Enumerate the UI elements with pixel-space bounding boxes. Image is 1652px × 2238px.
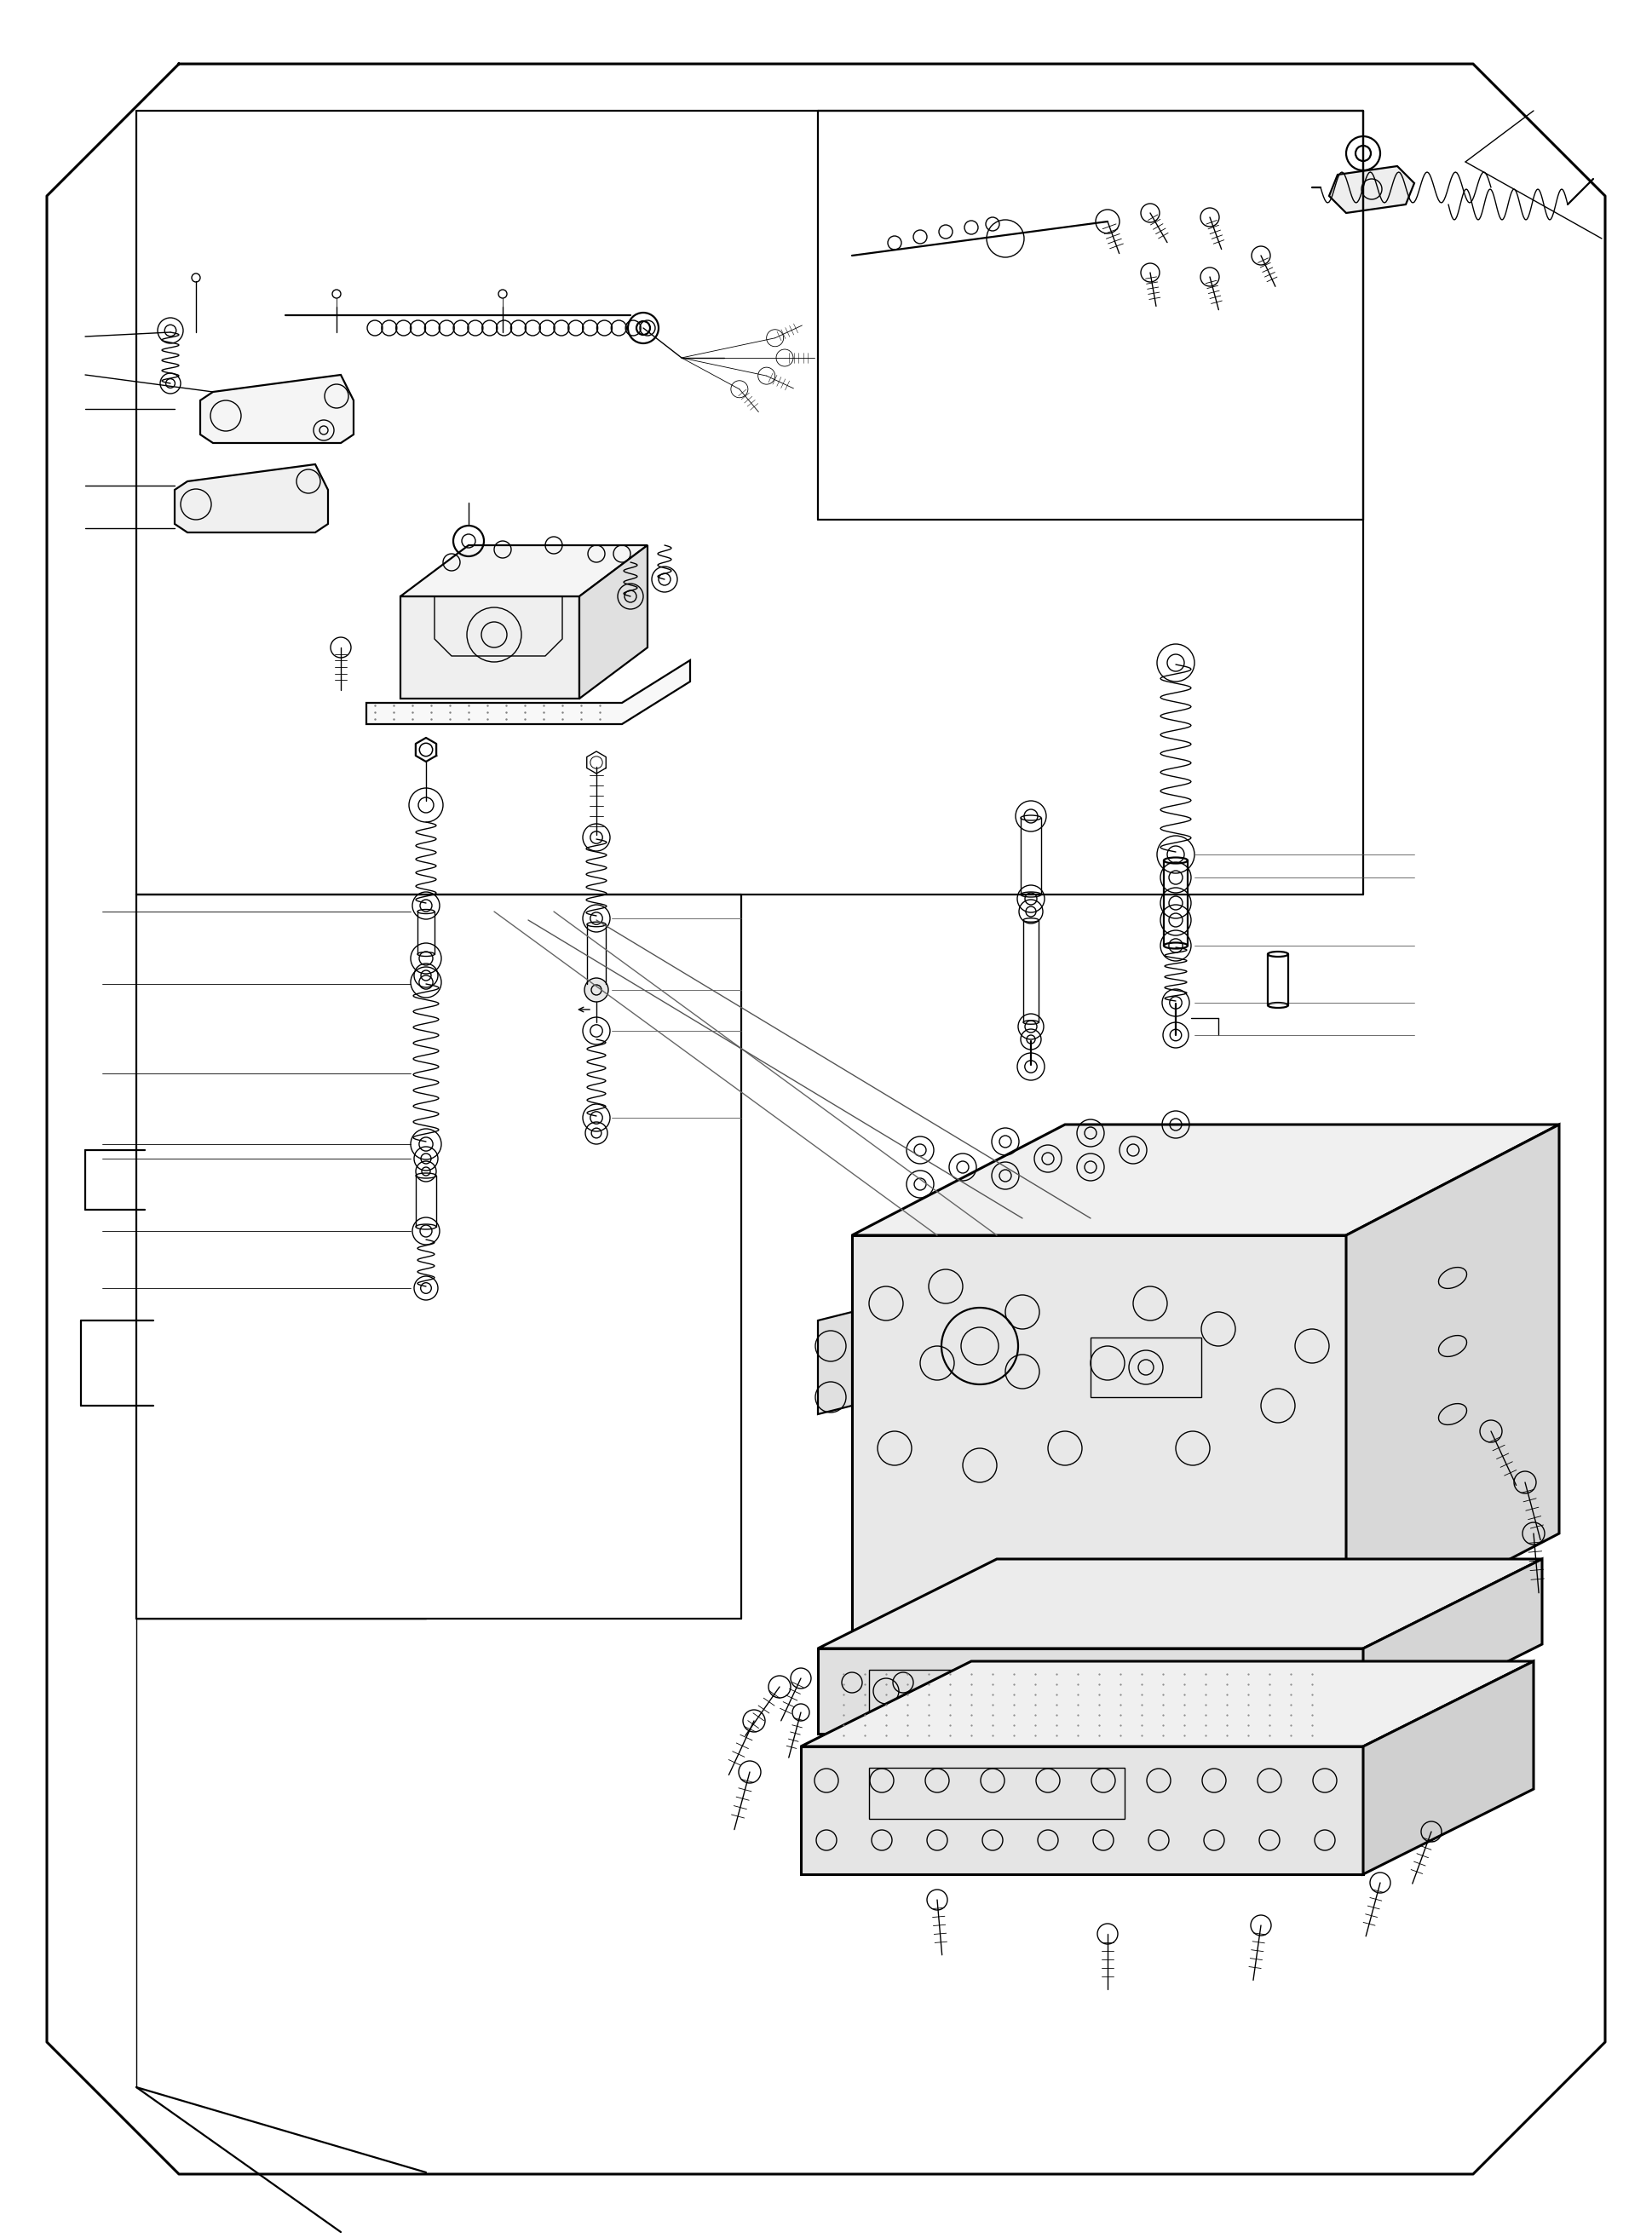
Polygon shape <box>580 546 648 698</box>
Polygon shape <box>852 1123 1559 1235</box>
Polygon shape <box>200 374 354 443</box>
Polygon shape <box>1363 1661 1533 1873</box>
Polygon shape <box>175 463 329 533</box>
Polygon shape <box>818 1560 1541 1649</box>
Circle shape <box>585 978 608 1003</box>
Polygon shape <box>801 1661 1533 1746</box>
Bar <box>869 1768 1125 1819</box>
Polygon shape <box>1330 166 1414 213</box>
Polygon shape <box>818 1649 1363 1734</box>
Polygon shape <box>367 660 691 725</box>
Polygon shape <box>1363 1560 1541 1734</box>
Polygon shape <box>801 1746 1363 1873</box>
Polygon shape <box>1346 1123 1559 1645</box>
Polygon shape <box>852 1235 1346 1645</box>
Polygon shape <box>400 546 648 595</box>
Polygon shape <box>818 1311 852 1414</box>
Bar <box>1090 1338 1201 1397</box>
Polygon shape <box>400 595 580 698</box>
Bar <box>869 1670 1082 1712</box>
